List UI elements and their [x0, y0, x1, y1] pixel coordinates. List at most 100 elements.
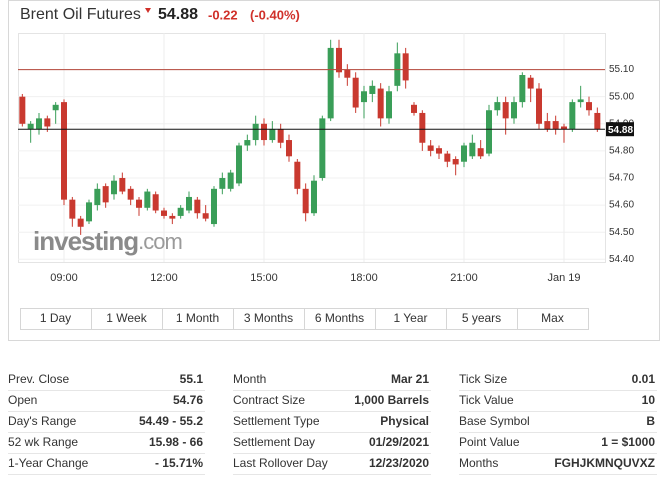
change: -0.22	[208, 7, 238, 22]
candle-body	[311, 180, 317, 214]
stat-value: B	[646, 414, 655, 428]
candle-body	[169, 215, 176, 219]
stat-value: 54.49 - 55.2	[139, 414, 203, 428]
candle-body	[227, 172, 234, 189]
candle-body	[236, 145, 242, 184]
candle-body	[102, 186, 109, 203]
stat-label: Tick Size	[459, 372, 508, 386]
candle-body	[419, 112, 426, 143]
candle-body	[202, 213, 209, 219]
x-tick-label: 21:00	[450, 272, 478, 284]
candle-body	[136, 199, 142, 208]
stat-value: 15.98 - 66	[149, 435, 203, 449]
range-buttons: 1 Day 1 Week 1 Month 3 Months 6 Months 1 Year…	[20, 308, 589, 330]
stat-label: Settlement Day	[233, 435, 315, 449]
price-tag	[606, 122, 634, 137]
candle-body	[577, 99, 584, 103]
range-button-label[interactable]: 1 Day	[40, 311, 71, 325]
candle-body	[336, 47, 342, 73]
stat-value: - 15.71%	[155, 456, 203, 470]
range-button[interactable]	[517, 308, 589, 330]
candle-body	[144, 191, 151, 208]
candle-body	[19, 96, 26, 124]
candle-body	[186, 196, 192, 211]
range-button-label[interactable]: 1 Year	[393, 311, 427, 325]
y-tick-label: 55.10	[609, 64, 634, 75]
candle-body	[369, 85, 376, 94]
stat-value: 1,000 Barrels	[354, 393, 429, 407]
candle-body	[44, 118, 51, 127]
plot: 09:00 12:00 15:00 18:00 21:00 Jan 19 54.40 54.5…	[18, 33, 634, 284]
watermark-brand: investing	[33, 226, 138, 256]
stat-label: Last Rollover Day	[233, 456, 328, 470]
candle-body	[219, 177, 226, 189]
candle-body	[594, 112, 601, 130]
candle-body	[352, 77, 359, 108]
candle-body	[519, 75, 526, 103]
candle-body	[427, 145, 434, 151]
down-arrow-icon	[145, 8, 151, 13]
candle-body	[194, 199, 201, 214]
stat-value: 10	[642, 393, 656, 407]
candle-body	[61, 102, 67, 200]
candle-body	[486, 110, 492, 154]
candle-body	[94, 188, 101, 206]
stat-value: 54.76	[173, 393, 203, 407]
candle-body	[569, 102, 576, 130]
range-button-label[interactable]: 1 Month	[176, 311, 219, 325]
change-pct: (-0.40%)	[250, 7, 300, 22]
stat-value: 1 = $1000	[601, 435, 655, 449]
candle-body	[361, 91, 367, 103]
y-tick-label: 54.40	[609, 254, 634, 265]
candle-body	[127, 188, 134, 200]
candle-body	[111, 180, 117, 195]
stat-value: Mar 21	[391, 372, 429, 386]
stat-label: Point Value	[459, 435, 520, 449]
candle-body	[536, 88, 542, 124]
stat-value: 01/29/2021	[369, 435, 429, 449]
candle-body	[386, 91, 392, 119]
y-tick-label: 54.50	[609, 227, 634, 238]
candle-body	[152, 194, 159, 211]
candle-body	[86, 202, 92, 222]
range-button-label[interactable]: 3 Months	[244, 311, 293, 325]
x-tick-label: Jan 19	[547, 272, 580, 284]
x-tick-label: 18:00	[350, 272, 378, 284]
candle-body	[36, 118, 42, 130]
candle-body	[77, 218, 84, 227]
range-button-label[interactable]: 5 years	[462, 311, 501, 325]
candle-body	[252, 123, 259, 141]
stat-label: Base Symbol	[459, 414, 530, 428]
candle-body	[552, 121, 559, 130]
candle-body	[261, 123, 267, 141]
candle-body	[586, 102, 592, 111]
candle-body	[544, 121, 551, 130]
candle-body	[477, 148, 484, 157]
candle-body	[177, 207, 184, 216]
x-tick-label: 15:00	[250, 272, 278, 284]
stat-label: 52 wk Range	[8, 435, 78, 449]
candle-body	[277, 129, 284, 143]
stat-label: Open	[8, 393, 37, 407]
stat-label: Tick Value	[459, 393, 514, 407]
y-tick-label: 54.60	[609, 200, 634, 211]
instrument-title: Brent Oil Futures	[20, 6, 141, 23]
candle-body	[319, 118, 326, 178]
widget-frame	[8, 0, 660, 341]
candle-body	[69, 199, 76, 219]
watermark-suffix: .com	[138, 229, 182, 254]
stat-label: Month	[233, 372, 266, 386]
candle-body	[294, 161, 301, 189]
range-button-label[interactable]: 6 Months	[315, 311, 364, 325]
stat-label: Settlement Type	[233, 414, 320, 428]
range-button-label[interactable]: Max	[541, 311, 564, 325]
candle-body	[511, 102, 517, 119]
candle-body	[27, 123, 34, 130]
range-button-label[interactable]: 1 Week	[106, 311, 147, 325]
stat-value: FGHJKMNQUVXZ	[554, 456, 655, 470]
stat-label: Day's Range	[8, 414, 77, 428]
stat-value: 0.01	[632, 372, 656, 386]
candle-body	[52, 104, 59, 111]
candle-body	[469, 142, 476, 157]
